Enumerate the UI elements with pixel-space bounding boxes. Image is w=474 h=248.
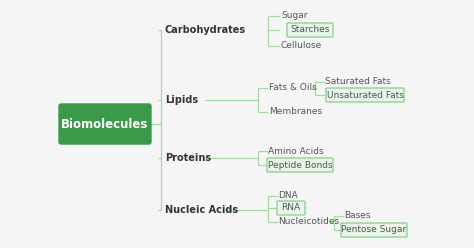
Text: Proteins: Proteins bbox=[165, 153, 211, 163]
Text: RNA: RNA bbox=[282, 204, 301, 213]
Text: Bases: Bases bbox=[344, 212, 371, 220]
Text: Carbohydrates: Carbohydrates bbox=[165, 25, 246, 35]
Text: Pentose Sugar: Pentose Sugar bbox=[341, 225, 407, 235]
Text: Nucleic Acids: Nucleic Acids bbox=[165, 205, 238, 215]
Text: Unsaturated Fats: Unsaturated Fats bbox=[327, 91, 403, 99]
Text: Peptide Bonds: Peptide Bonds bbox=[268, 160, 332, 169]
FancyBboxPatch shape bbox=[59, 104, 151, 144]
Text: Starches: Starches bbox=[290, 26, 330, 34]
Text: Amino Acids: Amino Acids bbox=[268, 147, 324, 155]
FancyBboxPatch shape bbox=[277, 201, 305, 215]
FancyBboxPatch shape bbox=[267, 158, 333, 172]
Text: Nucleicotides: Nucleicotides bbox=[278, 217, 339, 226]
Text: Sugar: Sugar bbox=[281, 11, 308, 21]
Text: DNA: DNA bbox=[278, 191, 298, 200]
Text: Fats & Oils: Fats & Oils bbox=[269, 84, 317, 93]
Text: Biomolecules: Biomolecules bbox=[61, 118, 149, 130]
Text: Cellulose: Cellulose bbox=[281, 41, 322, 51]
Text: Saturated Fats: Saturated Fats bbox=[325, 77, 391, 87]
Text: Membranes: Membranes bbox=[269, 107, 322, 117]
FancyBboxPatch shape bbox=[326, 88, 404, 102]
Text: Lipids: Lipids bbox=[165, 95, 198, 105]
FancyBboxPatch shape bbox=[341, 223, 407, 237]
FancyBboxPatch shape bbox=[287, 23, 333, 37]
